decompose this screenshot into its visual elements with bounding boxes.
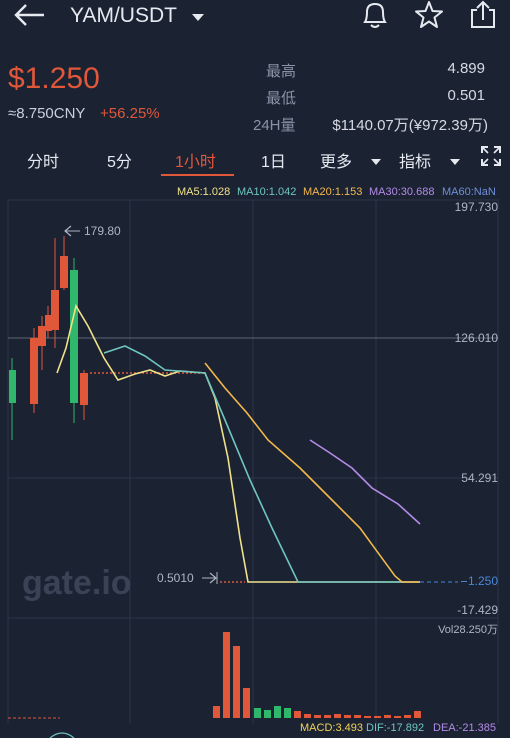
- low-label: 最低: [266, 90, 297, 107]
- price-tick-bottom: -17.429: [457, 603, 498, 617]
- pair-title[interactable]: YAM/USDT: [70, 4, 177, 27]
- tab-1hour[interactable]: 1小时: [175, 154, 216, 171]
- indicator-caret-icon[interactable]: [450, 153, 460, 171]
- ma5-line: [56, 303, 420, 583]
- ma20-line: [204, 362, 420, 583]
- share-icon[interactable]: [468, 0, 498, 35]
- bell-icon[interactable]: [361, 0, 389, 35]
- active-tab-underline: [161, 174, 234, 176]
- tab-more[interactable]: 更多: [320, 154, 353, 171]
- volume-label: Vol28.250万: [438, 624, 498, 636]
- tab-1day[interactable]: 1日: [261, 154, 286, 171]
- tab-indicator[interactable]: 指标: [399, 154, 432, 171]
- back-arrow-icon[interactable]: [12, 4, 46, 26]
- ma10-line: [103, 345, 420, 583]
- high-marker-arrow-icon: [64, 225, 72, 237]
- star-icon[interactable]: [414, 0, 444, 35]
- low-marker-arrow-icon: [209, 572, 217, 584]
- ma30-label: MA30:30.688: [369, 186, 435, 198]
- watermark-logo: gate.io: [22, 564, 132, 602]
- cny-price: ≈8.750CNY: [8, 105, 86, 122]
- low-value: 0.501: [447, 87, 485, 104]
- ma5-label: MA5:1.028: [177, 186, 231, 198]
- ma30-line: [309, 439, 421, 525]
- macd-chart: [49, 732, 75, 738]
- tab-5min[interactable]: 5分: [107, 154, 132, 171]
- price-tick-2: 126.010: [454, 331, 498, 345]
- volume-24h-value: $1140.07万(¥972.39万): [332, 117, 488, 134]
- high-label: 最高: [266, 63, 297, 80]
- current-price-tag: 1.250: [467, 574, 498, 588]
- ma20-label: MA20:1.153: [303, 186, 363, 198]
- macd-value: MACD:3.493: [300, 722, 363, 734]
- current-price-dash: [461, 581, 467, 582]
- high-marker-value: 179.80: [84, 224, 121, 238]
- ma60-label: MA60:NaN: [442, 186, 496, 198]
- candlestick-chart[interactable]: gate.io 179.80 0.5010: [0, 198, 510, 618]
- change-percent: +56.25%: [100, 105, 160, 122]
- fullscreen-icon[interactable]: [480, 145, 502, 172]
- chart-grid: [7, 199, 499, 618]
- low-marker-value: 0.5010: [157, 571, 194, 585]
- price-tick-top: 197.730: [454, 200, 498, 214]
- dropdown-caret-icon[interactable]: [192, 9, 204, 27]
- price-tick-3: 54.291: [461, 471, 498, 485]
- tab-timeline[interactable]: 分时: [27, 154, 60, 171]
- volume-chart: [7, 618, 499, 724]
- ma10-label: MA10:1.042: [237, 186, 297, 198]
- volume-24h-label: 24H量: [253, 117, 296, 134]
- high-value: 4.899: [447, 60, 485, 77]
- dif-value: DIF:-17.892: [366, 722, 425, 734]
- volume-bars: [213, 632, 421, 718]
- dea-value: DEA:-21.385: [433, 722, 496, 734]
- more-caret-icon[interactable]: [371, 153, 381, 171]
- last-price: $1.250: [8, 62, 100, 95]
- candles: [9, 236, 88, 440]
